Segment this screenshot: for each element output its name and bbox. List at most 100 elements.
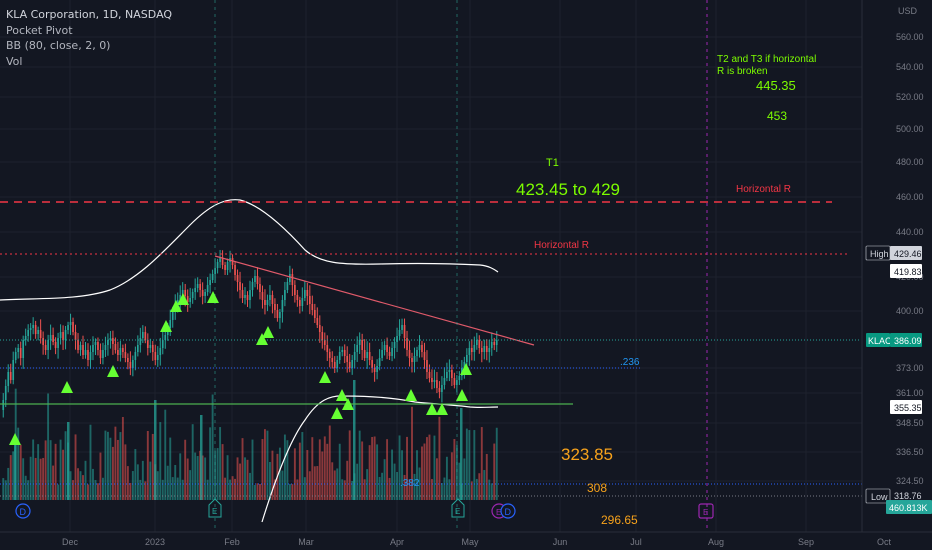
candle-body <box>301 298 304 306</box>
candle-body <box>29 328 32 330</box>
volume-bar <box>184 439 187 500</box>
volume-bar <box>101 477 104 500</box>
price-tick-label: 348.50 <box>896 418 924 428</box>
price-tick-label: 324.50 <box>896 476 924 486</box>
candle-body <box>4 386 7 400</box>
volume-bar <box>483 470 486 500</box>
candle-body <box>47 340 49 350</box>
candle-body <box>176 300 179 305</box>
candle-body <box>194 288 197 292</box>
target-296-label[interactable]: 296.65 <box>601 513 638 527</box>
volume-bar <box>440 482 443 500</box>
candle-body <box>401 325 403 330</box>
dividend-marker-1[interactable]: D <box>15 503 31 519</box>
candle-body <box>52 335 54 342</box>
volume-bar <box>376 444 379 500</box>
target-323-label[interactable]: 323.85 <box>561 445 613 464</box>
candle-body <box>465 355 468 362</box>
t2-t3-note-line2[interactable]: R is broken <box>717 66 768 77</box>
volume-bar <box>331 462 334 500</box>
volume-bar <box>463 458 466 500</box>
time-tick-label: Dec <box>62 537 79 547</box>
candle-body <box>89 352 92 360</box>
volume-bar <box>219 427 222 500</box>
currency-label: USD <box>898 6 918 16</box>
volume-bar <box>356 463 359 500</box>
volume-bar <box>116 439 119 500</box>
volume-bar <box>259 483 261 500</box>
pocket-pivot-triangle <box>331 407 343 419</box>
price-tick-label: 480.00 <box>896 157 924 167</box>
candle-body <box>77 340 79 350</box>
candle-body <box>456 380 458 385</box>
volume-spike <box>67 422 70 500</box>
candle-body <box>189 298 192 302</box>
svg-text:E: E <box>703 508 708 517</box>
high-price-tag: High 429.46 <box>865 245 922 261</box>
fib-236-label: .236 <box>620 357 640 368</box>
volume-bar <box>343 480 346 500</box>
candlesticks <box>2 249 498 418</box>
indicator-volume[interactable]: Vol <box>6 54 23 68</box>
volume-bar <box>49 440 52 500</box>
t2-t3-note-line1[interactable]: T2 and T3 if horizontal <box>717 54 816 65</box>
candle-body <box>79 345 82 350</box>
volume-bar <box>139 479 142 500</box>
horizontal-r-label-1[interactable]: Horizontal R <box>736 184 791 195</box>
volume-spike <box>460 408 463 500</box>
volume-bar <box>249 472 251 500</box>
symbol-title[interactable]: KLA Corporation, 1D, NASDAQ <box>6 8 173 21</box>
volume-bar <box>323 436 326 500</box>
candle-body <box>179 295 182 300</box>
descending-trendline[interactable] <box>214 255 535 346</box>
candle-body <box>256 276 259 284</box>
candle-body <box>448 370 451 372</box>
volume-bar <box>378 476 381 500</box>
volume-bar <box>341 479 344 500</box>
price-tick-label: 440.00 <box>896 227 924 237</box>
t1-value[interactable]: 423.45 to 429 <box>516 180 620 199</box>
candle-body <box>112 338 114 344</box>
earnings-marker-2[interactable]: E <box>451 498 465 518</box>
volume-bar <box>264 429 266 500</box>
volume-bar <box>478 473 481 500</box>
volume-spike <box>14 440 17 500</box>
candle-body <box>406 338 408 350</box>
candle-body <box>296 295 299 300</box>
pocket-pivot-triangle <box>177 293 189 305</box>
dividend-marker-2[interactable]: D <box>500 503 516 519</box>
target-308-label[interactable]: 308 <box>587 481 607 495</box>
volume-bar <box>373 436 376 500</box>
candle-body <box>356 345 359 352</box>
volume-bar <box>34 457 37 500</box>
indicator-pocket-pivot[interactable]: Pocket Pivot <box>6 23 73 37</box>
volume-bar <box>273 479 276 500</box>
candle-body <box>204 292 206 296</box>
candle-body <box>102 350 104 358</box>
t3-value[interactable]: 453 <box>767 109 787 123</box>
time-axis[interactable] <box>0 532 932 550</box>
candle-body <box>416 350 418 356</box>
volume-bar <box>156 471 159 500</box>
candle-body <box>411 358 413 362</box>
candle-body <box>475 340 478 345</box>
earnings-marker-future[interactable]: E <box>698 503 714 519</box>
volume-bar <box>266 430 269 500</box>
volume-bar <box>475 478 478 500</box>
svg-text:429.46: 429.46 <box>894 249 922 259</box>
bb-lower-price-tag: 355.35 <box>890 400 922 414</box>
volume-bar <box>54 443 57 500</box>
candle-body <box>224 265 226 270</box>
time-tick-label: Mar <box>298 537 314 547</box>
earnings-marker-1[interactable]: E <box>208 498 222 518</box>
pocket-pivot-triangle <box>336 389 348 401</box>
t1-label[interactable]: T1 <box>546 157 559 169</box>
volume-bar <box>488 479 491 500</box>
indicator-bollinger-bands[interactable]: BB (80, close, 2, 0) <box>6 39 111 52</box>
volume-bar <box>443 477 446 500</box>
candle-body <box>286 282 289 290</box>
candle-body <box>271 295 274 304</box>
t2-value[interactable]: 445.35 <box>756 78 796 93</box>
horizontal-r-label-2[interactable]: Horizontal R <box>534 240 589 251</box>
